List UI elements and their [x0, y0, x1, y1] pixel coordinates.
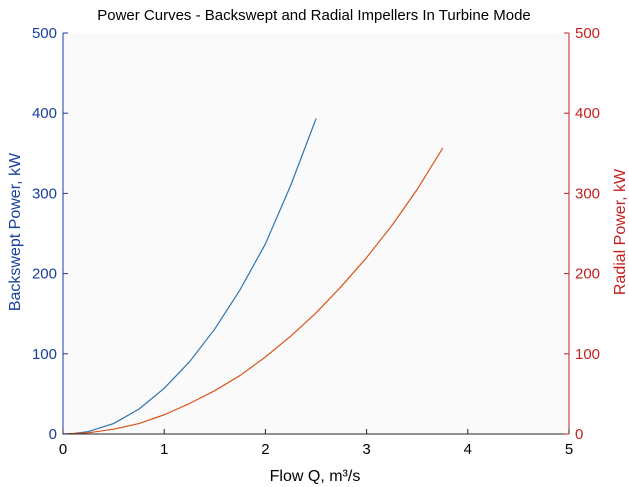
x-tick-label: 1: [160, 441, 168, 458]
plot-area: [63, 33, 569, 434]
chart-title: Power Curves - Backswept and Radial Impe…: [97, 7, 531, 24]
x-axis-title: Flow Q, m³/s: [270, 468, 361, 485]
left-y-axis-title: Backswept Power, kW: [7, 152, 24, 311]
right-y-tick-label: 400: [575, 105, 600, 122]
right-y-tick-label: 500: [575, 25, 600, 42]
x-tick-label: 5: [565, 441, 573, 458]
left-y-tick-label: 100: [32, 346, 57, 363]
right-y-tick-label: 0: [575, 426, 583, 443]
left-y-tick-label: 0: [49, 426, 57, 443]
left-y-tick-label: 400: [32, 105, 57, 122]
backswept-power-line: [62, 118, 317, 435]
right-y-axis-title: Radial Power, kW: [612, 168, 629, 295]
series-layer: [62, 118, 444, 435]
right-y-tick-label: 200: [575, 266, 600, 283]
right-y-tick-label: 300: [575, 185, 600, 202]
x-tick-label: 2: [261, 441, 269, 458]
left-y-tick-label: 300: [32, 185, 57, 202]
left-y-tick-label: 200: [32, 266, 57, 283]
x-tick-label: 0: [59, 441, 67, 458]
left-y-tick-label: 500: [32, 25, 57, 42]
radial-power-line: [62, 147, 444, 435]
x-tick-label: 4: [464, 441, 472, 458]
x-tick-label: 3: [362, 441, 370, 458]
right-y-tick-label: 100: [575, 346, 600, 363]
